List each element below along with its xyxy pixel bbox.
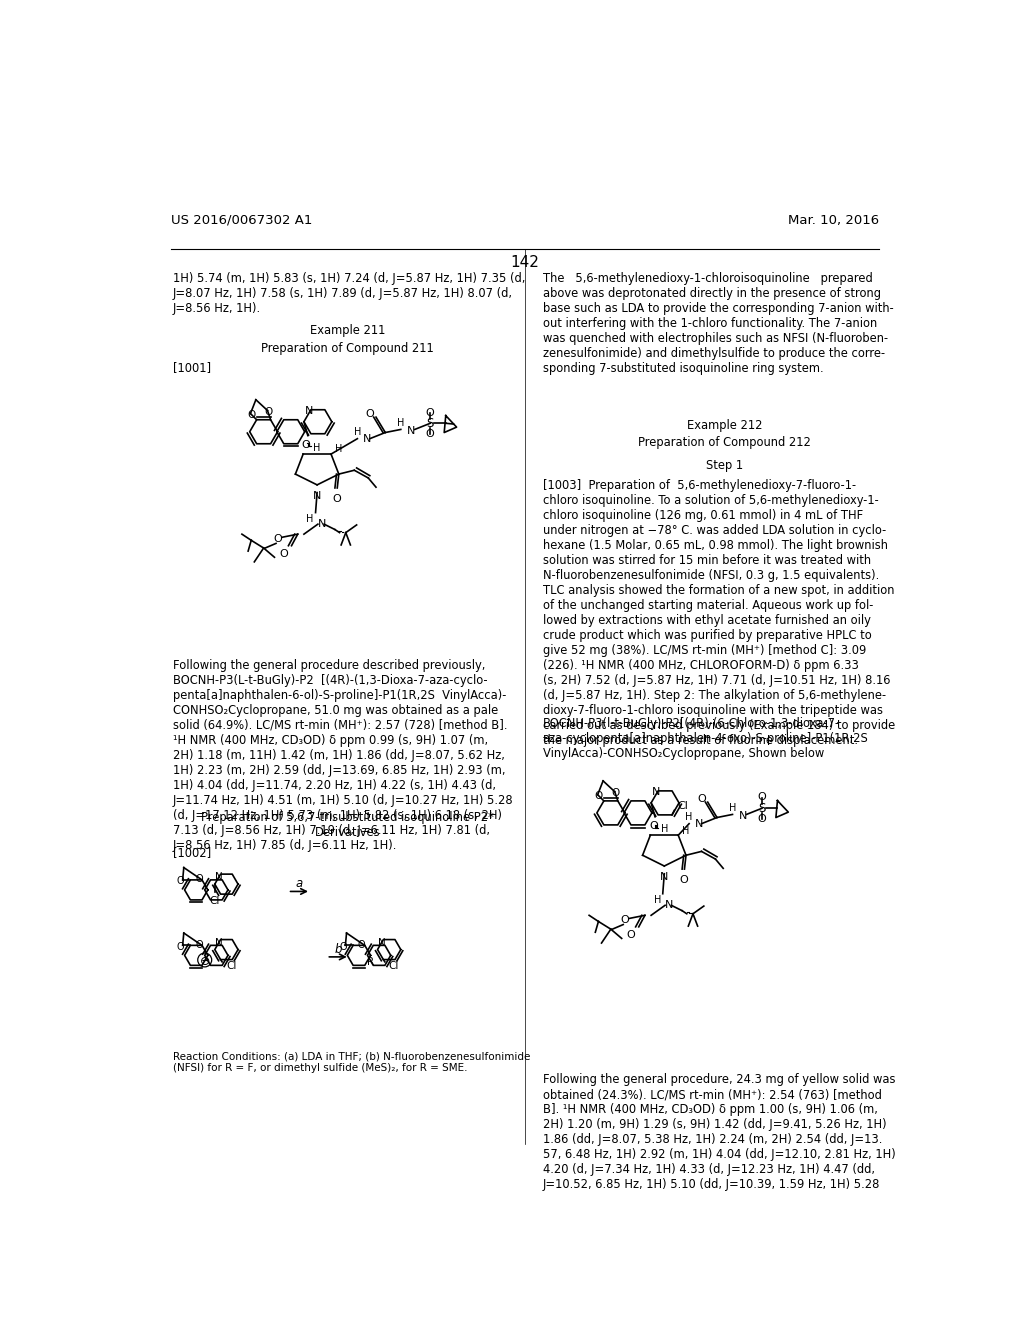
Text: 142: 142 [510, 256, 540, 271]
Text: N: N [313, 491, 322, 502]
Text: Reaction Conditions: (a) LDA in THF; (b) N-fluorobenzenesulfonimide
(NFSI) for R: Reaction Conditions: (a) LDA in THF; (b)… [173, 1052, 530, 1073]
Text: N: N [317, 519, 327, 529]
Text: The   5,6-methylenedioxy-1-chloroisoquinoline   prepared
above was deprotonated : The 5,6-methylenedioxy-1-chloroisoquinol… [543, 272, 893, 375]
Text: Example 212: Example 212 [687, 418, 763, 432]
Text: O: O [332, 494, 341, 504]
Text: O: O [679, 875, 688, 886]
Text: O: O [426, 429, 434, 440]
Text: O: O [357, 940, 366, 949]
Text: N: N [407, 426, 416, 436]
Text: H: H [682, 825, 690, 836]
Text: H: H [335, 445, 342, 454]
Text: O: O [366, 409, 374, 418]
Text: O: O [758, 792, 766, 803]
Text: N: N [215, 873, 223, 882]
Text: O: O [621, 915, 629, 925]
Text: BOCNH-P3(l-t-BuGly)-P2[(4R)-(6-Chloro-1,3-dioxa-7-
aza-cyclopenta[a]naphthalen-4: BOCNH-P3(l-t-BuGly)-P2[(4R)-(6-Chloro-1,… [543, 718, 868, 760]
Text: O: O [176, 876, 184, 887]
Text: H: H [353, 426, 361, 437]
Text: H: H [685, 812, 693, 822]
Text: Mar. 10, 2016: Mar. 10, 2016 [787, 214, 879, 227]
Text: H: H [660, 824, 668, 834]
Text: Step 1: Step 1 [707, 459, 743, 471]
Text: H: H [653, 895, 662, 906]
Text: a: a [296, 878, 303, 890]
Text: Example 211: Example 211 [309, 323, 385, 337]
Text: N: N [694, 820, 702, 829]
Text: Preparation of Compound 212: Preparation of Compound 212 [638, 437, 811, 449]
Text: Cl: Cl [678, 801, 688, 812]
Text: Following the general procedure described previously,
BOCNH-P3(L-t-BuGly)-P2  [(: Following the general procedure describe… [173, 659, 514, 851]
Text: N: N [738, 810, 748, 821]
Text: O: O [649, 821, 657, 832]
Text: ⊖: ⊖ [200, 954, 210, 968]
Text: O: O [627, 929, 635, 940]
Text: [1002]: [1002] [173, 846, 211, 859]
Text: O: O [758, 814, 766, 824]
Text: H: H [729, 804, 736, 813]
Text: N: N [665, 900, 674, 909]
Text: O: O [273, 533, 282, 544]
Text: Following the general procedure, 24.3 mg of yellow solid was
obtained (24.3%). L: Following the general procedure, 24.3 mg… [543, 1073, 895, 1191]
Text: [1003]  Preparation of  5,6-methylenedioxy-7-fluoro-1-
chloro isoquinoline. To a: [1003] Preparation of 5,6-methylenedioxy… [543, 479, 895, 747]
Text: Cl: Cl [210, 896, 220, 906]
Text: 1H) 5.74 (m, 1H) 5.83 (s, 1H) 7.24 (d, J=5.87 Hz, 1H) 7.35 (d,
J=8.07 Hz, 1H) 7.: 1H) 5.74 (m, 1H) 5.83 (s, 1H) 7.24 (d, J… [173, 272, 525, 315]
Text: O: O [426, 408, 434, 417]
Text: Cl: Cl [226, 961, 237, 970]
Text: H: H [306, 515, 313, 524]
Text: [1001]: [1001] [173, 360, 211, 374]
Text: O: O [302, 441, 310, 450]
Text: H: H [313, 444, 321, 453]
Text: H: H [397, 418, 404, 428]
Text: N: N [362, 434, 372, 445]
Text: N: N [378, 937, 386, 948]
Text: O: O [611, 788, 620, 799]
Text: N: N [660, 873, 669, 882]
Text: N: N [652, 788, 660, 797]
Text: Cl: Cl [389, 961, 399, 970]
Text: N: N [305, 407, 313, 416]
Text: O: O [264, 407, 272, 417]
Text: Preparation of 5,6,7-trisubstituted isoquinoline P2*
Derivatives: Preparation of 5,6,7-trisubstituted isoq… [201, 812, 494, 840]
Text: O: O [339, 942, 347, 952]
Text: b: b [334, 942, 342, 956]
Text: O: O [247, 411, 255, 420]
Text: O: O [697, 795, 706, 804]
Text: Preparation of Compound 211: Preparation of Compound 211 [261, 342, 434, 355]
Text: O: O [594, 791, 602, 801]
Text: O: O [196, 940, 203, 949]
Text: S: S [758, 801, 766, 814]
Text: N: N [215, 937, 223, 948]
Text: O: O [176, 942, 184, 952]
Text: O: O [196, 874, 203, 884]
Text: S: S [427, 417, 434, 430]
Text: R: R [368, 957, 375, 966]
Text: US 2016/0067302 A1: US 2016/0067302 A1 [171, 214, 312, 227]
Text: O: O [280, 549, 288, 558]
